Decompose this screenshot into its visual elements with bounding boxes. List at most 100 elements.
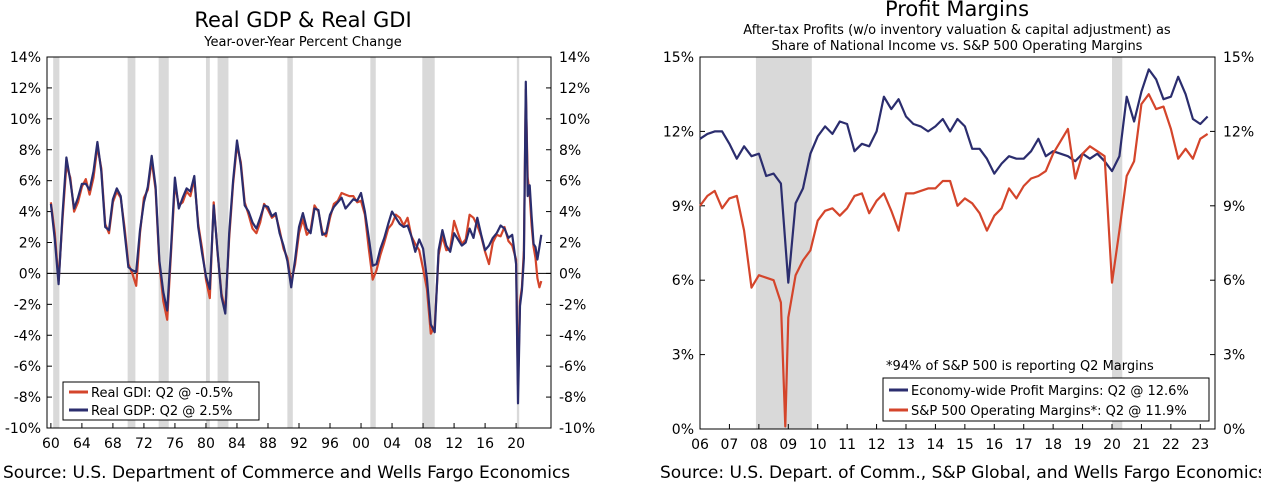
gdp-x-tick-label: 04 [383, 436, 401, 452]
profit-y-tick-label-left: 9% [672, 199, 694, 215]
gdp-y-tick-label-right: 12% [559, 81, 590, 97]
gdp-series-lines [49, 80, 543, 405]
gdp-recession-band [516, 57, 520, 428]
profit-y-tick-label-left: 6% [672, 273, 694, 289]
gdp-plot-frame [46, 56, 552, 429]
gdp-recession-band [287, 57, 293, 428]
gdp-legend-label-gdp: Real GDP: Q2 @ 2.5% [91, 404, 232, 419]
gdp-x-tick-label: 72 [135, 436, 153, 452]
gdp-series-line-real-gdp [49, 80, 543, 405]
profit-x-tick-label: 21 [1133, 437, 1151, 453]
profit-x-tick-label: 15 [956, 437, 974, 453]
profit-x-tick-label: 10 [809, 437, 827, 453]
profit-chart-note: *94% of S&P 500 is reporting Q2 Margins [886, 359, 1154, 374]
gdp-axes: 14% 14% 12% 12% 10% 10% 8% 8% 6% 6% 4% 4% 2% 2% 0% 0% -2… [5, 50, 595, 452]
gdp-legend: Real GDI: Q2 @ -0.5% Real GDP: Q2 @ 2.5% [62, 381, 260, 421]
gdp-recession-bands [53, 57, 520, 428]
profit-x-tick-label: 08 [750, 437, 768, 453]
gdp-x-tick-label: 68 [104, 436, 122, 452]
gdp-y-tick-label-left: 6% [19, 174, 41, 190]
profit-y-tick-label-left: 3% [672, 348, 694, 364]
profit-y-tick-label-right: 6% [1223, 273, 1245, 289]
gdp-recession-band [127, 57, 136, 428]
gdp-recession-band [422, 57, 435, 428]
profit-x-tick-label: 12 [868, 437, 886, 453]
gdp-legend-box [62, 381, 260, 421]
gdp-x-tick-label: 12 [445, 436, 463, 452]
profit-legend-label-economy: Economy-wide Profit Margins: Q2 @ 12.6% [911, 384, 1189, 399]
gdp-x-tick-label: 60 [42, 436, 60, 452]
profit-legend-label-sp500: S&P 500 Operating Margins*: Q2 @ 11.9% [911, 404, 1187, 419]
profit-legend: Economy-wide Profit Margins: Q2 @ 12.6% … [882, 377, 1210, 422]
gdp-x-tick-label: 88 [259, 436, 277, 452]
gdp-y-tick-label-left: 10% [10, 112, 41, 128]
gdp-y-tick-label-left: 8% [19, 143, 41, 159]
gdp-y-tick-label-right: 0% [559, 266, 581, 282]
profit-y-tick-label-left: 12% [663, 124, 694, 140]
profit-x-tick-label: 06 [691, 437, 709, 453]
gdp-x-tick-label: 76 [166, 436, 184, 452]
gdp-y-tick-label-right: -2% [559, 297, 586, 313]
gdp-x-tick-label: 92 [290, 436, 308, 452]
gdp-y-tick-label-left: 4% [19, 205, 41, 221]
profit-y-tick-label-left: 0% [672, 422, 694, 438]
gdp-y-tick-label-right: -6% [559, 359, 586, 375]
gdp-y-tick-label-right: 14% [559, 50, 590, 66]
profit-y-tick-label-right: 15% [1223, 50, 1254, 66]
gdp-y-tick-label-left: -4% [14, 328, 41, 344]
profit-series-line-economy-wide-profit-margins [699, 68, 1209, 284]
gdp-chart-title: Real GDP & Real GDI [194, 8, 411, 32]
gdp-y-tick-label-left: 12% [10, 81, 41, 97]
gdp-y-tick-label-left: 2% [19, 236, 41, 252]
gdp-y-tick-label-right: 6% [559, 174, 581, 190]
gdp-x-tick-label: 84 [228, 436, 246, 452]
gdp-recession-band [217, 57, 229, 428]
profit-y-tick-label-left: 15% [663, 50, 694, 66]
profit-y-tick-label-right: 9% [1223, 199, 1245, 215]
gdp-legend-label-gdi: Real GDI: Q2 @ -0.5% [91, 386, 233, 401]
profit-legend-box [882, 377, 1210, 422]
gdp-y-tick-label-right: -10% [559, 421, 595, 437]
profit-x-tick-label: 07 [721, 437, 739, 453]
profit-x-tick-label: 18 [1044, 437, 1062, 453]
gdp-y-tick-label-left: -8% [14, 390, 41, 406]
profit-chart-subtitle-line-1: After-tax Profits (w/o inventory valuati… [743, 23, 1171, 38]
profit-x-tick-label: 22 [1162, 437, 1180, 453]
profit-plot-frame [699, 56, 1216, 430]
profit-x-tick-label: 13 [897, 437, 915, 453]
gdp-y-tick-label-left: 0% [19, 266, 41, 282]
gdp-x-tick-label: 20 [507, 436, 525, 452]
profit-x-tick-label: 09 [779, 437, 797, 453]
profit-chart: Profit Margins After-tax Profits (w/o in… [660, 0, 1261, 483]
gdp-x-tick-label: 64 [73, 436, 91, 452]
gdp-x-tick-label: 00 [352, 436, 370, 452]
profit-y-tick-label-right: 12% [1223, 124, 1254, 140]
gdp-y-tick-label-left: -6% [14, 359, 41, 375]
gdp-y-tick-label-left: -2% [14, 297, 41, 313]
gdp-y-tick-label-right: -8% [559, 390, 586, 406]
profit-chart-subtitle-line-2: Share of National Income vs. S&P 500 Ope… [772, 39, 1143, 54]
profit-x-tick-label: 20 [1103, 437, 1121, 453]
profit-x-tick-label: 16 [985, 437, 1003, 453]
profit-x-tick-label: 11 [838, 437, 856, 453]
profit-series-line-s-p-500-operating-margins [699, 93, 1209, 428]
profit-x-tick-label: 17 [1015, 437, 1033, 453]
gdp-recession-band [205, 57, 210, 428]
profit-chart-title: Profit Margins [885, 0, 1029, 21]
profit-x-tick-label: 23 [1191, 437, 1209, 453]
gdp-y-tick-label-right: -4% [559, 328, 586, 344]
gdp-x-tick-label: 16 [476, 436, 494, 452]
profit-x-tick-label: 14 [927, 437, 945, 453]
gdp-x-tick-label: 80 [197, 436, 215, 452]
gdp-recession-band [158, 57, 169, 428]
profit-chart-source: Source: U.S. Depart. of Comm., S&P Globa… [660, 463, 1261, 483]
gdp-x-tick-label: 96 [321, 436, 339, 452]
gdp-y-tick-label-right: 2% [559, 236, 581, 252]
gdp-chart-source: Source: U.S. Department of Commerce and … [3, 463, 570, 483]
gdp-y-tick-label-right: 4% [559, 205, 581, 221]
profit-y-tick-label-right: 3% [1223, 348, 1245, 364]
gdp-y-tick-label-left: 14% [10, 50, 41, 66]
gdp-y-tick-label-right: 10% [559, 112, 590, 128]
gdp-recession-band [370, 57, 376, 428]
